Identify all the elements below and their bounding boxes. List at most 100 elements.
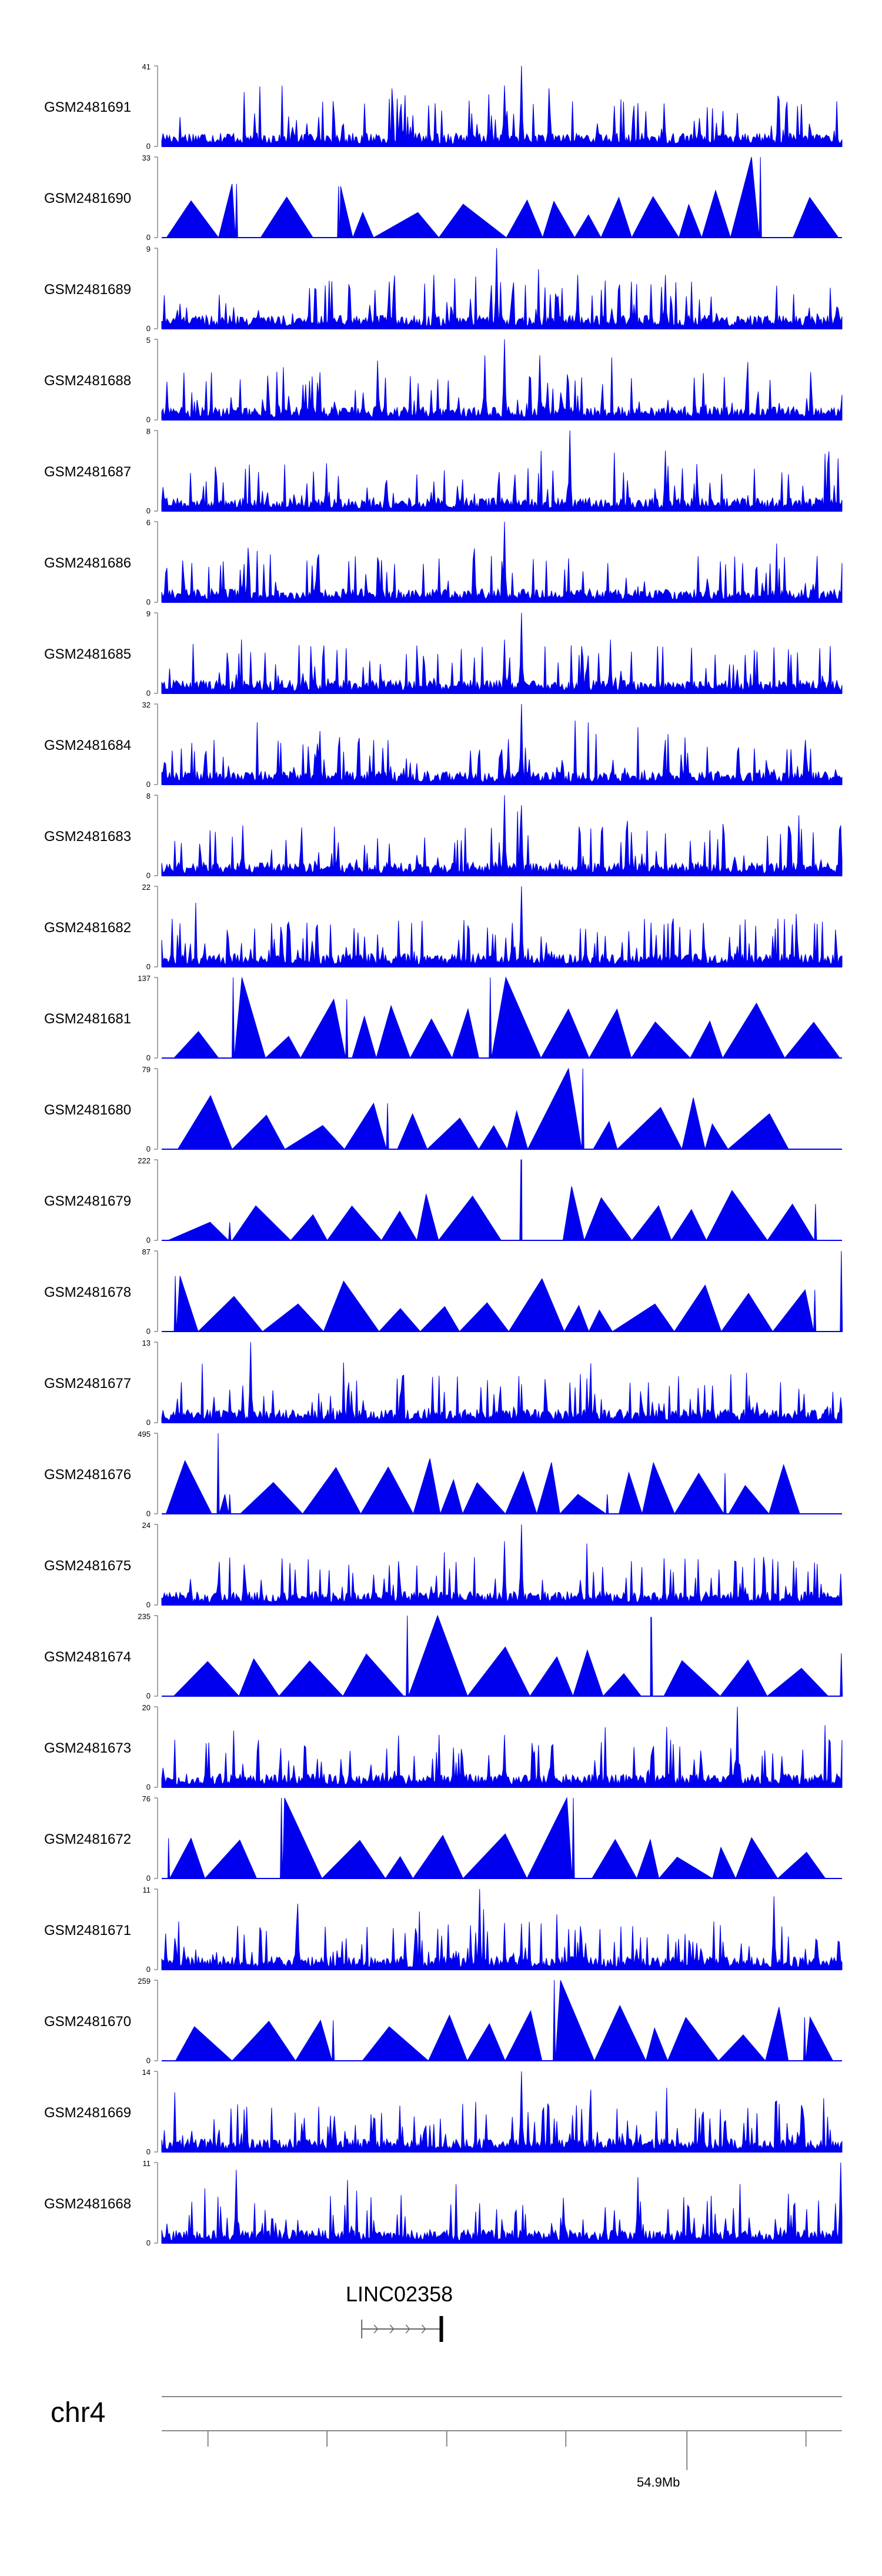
y-min-label: 0 (146, 142, 151, 151)
y-max-label: 11 (143, 2159, 151, 2168)
y-max-label: 495 (138, 1430, 151, 1439)
track-GSM2481682: GSM2481682 22 0 (44, 883, 843, 971)
y-max-label: 137 (138, 974, 151, 983)
track-label: GSM2481688 (44, 373, 131, 389)
track-GSM2481680: GSM2481680 79 0 (44, 1065, 842, 1153)
y-min-label: 0 (146, 871, 151, 880)
y-max-label: 8 (146, 792, 151, 800)
track-label: GSM2481671 (44, 1923, 131, 1938)
signal-area (161, 65, 843, 147)
track-label: GSM2481681 (44, 1011, 131, 1027)
y-min-label: 0 (146, 2056, 151, 2065)
track-GSM2481679: GSM2481679 222 0 (44, 1156, 842, 1244)
gene-exon (439, 2316, 443, 2342)
signal-area (161, 886, 843, 967)
y-max-label: 235 (138, 1612, 151, 1621)
signal-area (161, 1706, 843, 1788)
y-max-label: 9 (146, 245, 151, 253)
track-label: GSM2481677 (44, 1376, 131, 1392)
y-max-label: 259 (138, 1977, 151, 1986)
y-max-label: 32 (142, 700, 151, 709)
track-label: GSM2481676 (44, 1467, 131, 1483)
y-max-label: 8 (146, 427, 151, 436)
y-min-label: 0 (146, 415, 151, 424)
y-min-label: 0 (146, 1418, 151, 1427)
y-min-label: 0 (146, 1691, 151, 1700)
y-min-label: 0 (146, 1874, 151, 1883)
y-min-label: 0 (146, 233, 151, 242)
signal-area (161, 248, 843, 329)
signal-area (161, 430, 843, 512)
signal-area (161, 612, 843, 694)
signal-area (165, 1433, 800, 1515)
y-max-label: 6 (146, 518, 151, 527)
y-max-label: 79 (142, 1065, 151, 1074)
track-label: GSM2481668 (44, 2196, 131, 2212)
y-min-label: 0 (146, 1053, 151, 1062)
track-label: GSM2481686 (44, 555, 131, 571)
track-GSM2481687: GSM2481687 8 0 (44, 427, 843, 515)
y-min-label: 0 (146, 506, 151, 515)
signal-area (161, 2162, 843, 2244)
track-GSM2481689: GSM2481689 9 0 (44, 245, 843, 333)
y-max-label: 11 (143, 1886, 151, 1894)
track-label: GSM2481673 (44, 1740, 131, 1756)
y-max-label: 5 (146, 336, 151, 345)
track-GSM2481688: GSM2481688 5 0 (44, 336, 843, 424)
strand-arrow (421, 2324, 426, 2334)
track-GSM2481673: GSM2481673 20 0 (44, 1703, 843, 1791)
signal-area (161, 703, 843, 785)
track-GSM2481672: GSM2481672 76 0 (44, 1794, 842, 1883)
track-GSM2481669: GSM2481669 14 0 (44, 2068, 843, 2156)
track-label: GSM2481674 (44, 1649, 131, 1665)
track-label: GSM2481680 (44, 1102, 131, 1118)
y-min-label: 0 (146, 1327, 151, 1336)
y-max-label: 9 (146, 609, 151, 618)
track-label: GSM2481687 (44, 464, 131, 480)
track-label: GSM2481690 (44, 191, 131, 206)
track-label: GSM2481684 (44, 738, 131, 753)
signal-area (168, 1159, 827, 1242)
track-GSM2481683: GSM2481683 8 0 (44, 792, 843, 880)
y-min-label: 0 (146, 689, 151, 698)
signal-area (175, 1980, 834, 2062)
y-max-label: 24 (142, 1521, 151, 1530)
signal-area (161, 1524, 843, 1606)
y-max-label: 33 (142, 154, 151, 162)
track-label: GSM2481679 (44, 1193, 131, 1209)
track-label: GSM2481685 (44, 646, 131, 662)
y-min-label: 0 (146, 1965, 151, 1974)
y-min-label: 0 (146, 1509, 151, 1518)
track-GSM2481690: GSM2481690 33 0 (44, 154, 842, 242)
track-GSM2481684: GSM2481684 32 0 (44, 700, 843, 789)
y-max-label: 13 (142, 1339, 151, 1347)
strand-arrow (373, 2324, 379, 2334)
y-max-label: 20 (142, 1703, 151, 1712)
signal-area (161, 339, 843, 421)
signal-area (173, 1614, 843, 1697)
y-min-label: 0 (146, 598, 151, 606)
track-label: GSM2481689 (44, 282, 131, 298)
strand-arrow (405, 2324, 410, 2334)
track-GSM2481668: GSM2481668 11 0 (44, 2159, 843, 2247)
y-min-label: 0 (146, 1783, 151, 1791)
signal-area (161, 1342, 843, 1423)
track-GSM2481678: GSM2481678 87 0 (44, 1247, 843, 1336)
signal-area (167, 1797, 826, 1880)
y-min-label: 0 (146, 2147, 151, 2156)
track-label: GSM2481675 (44, 1558, 131, 1574)
y-min-label: 0 (146, 324, 151, 333)
track-GSM2481671: GSM2481671 11 0 (44, 1886, 843, 1974)
y-max-label: 222 (138, 1156, 151, 1165)
track-GSM2481675: GSM2481675 24 0 (44, 1521, 843, 1609)
gene-label: LINC02358 (346, 2282, 453, 2306)
track-label: GSM2481683 (44, 829, 131, 845)
signal-area (177, 1067, 789, 1150)
y-min-label: 0 (146, 2238, 151, 2247)
gene-model (361, 2316, 443, 2342)
track-label: GSM2481670 (44, 2014, 131, 2030)
chromosome-axis (162, 2396, 842, 2470)
y-max-label: 22 (142, 883, 151, 892)
track-GSM2481681: GSM2481681 137 0 (44, 974, 842, 1062)
